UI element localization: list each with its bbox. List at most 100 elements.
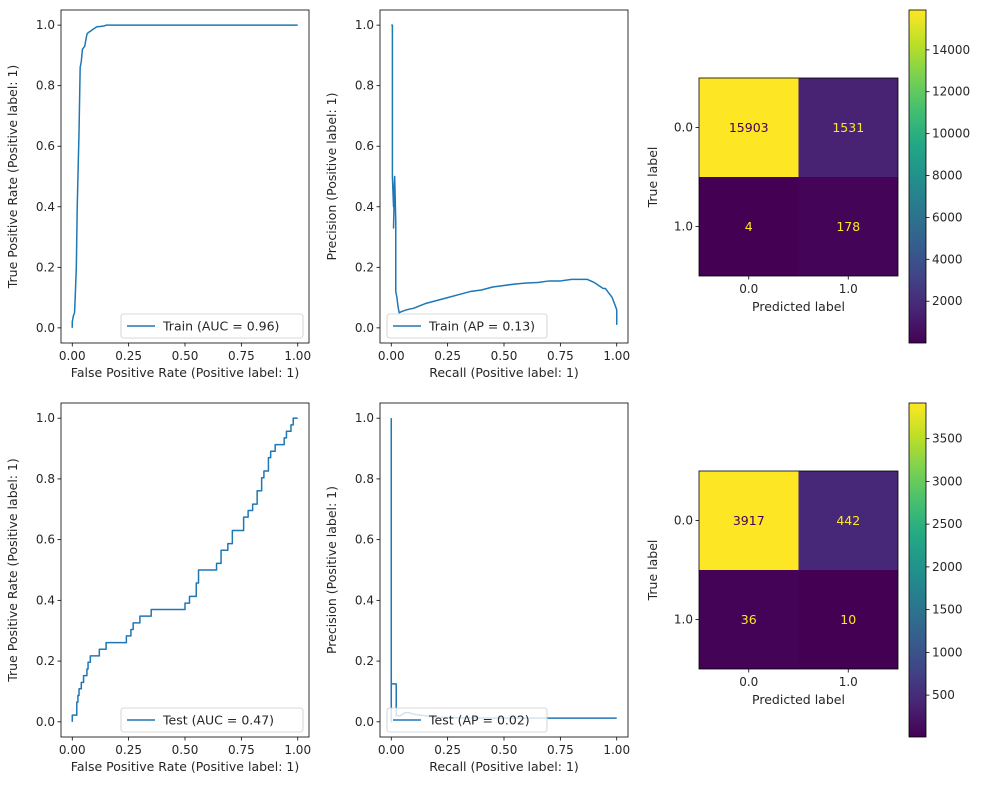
x-tick-label: 0.50 — [172, 743, 199, 757]
panel-roc-train: 0.00 0.25 0.50 0.75 1.00 0.0 0.2 0.4 0.6 0.8 1.0 Fa… — [5, 9, 311, 380]
cell-value-label: 442 — [836, 513, 860, 528]
x-tick-label: 0.00 — [59, 349, 86, 363]
cell-value-label: 10 — [840, 612, 856, 627]
y-tick-label: 0.6 — [355, 139, 374, 153]
legend: Train (AP = 0.13) — [386, 313, 548, 339]
x-tick-label: 0.25 — [434, 743, 461, 757]
x-tick-label: 0.50 — [172, 349, 199, 363]
colorbar: 500 1000 1500 2000 2500 3000 3500 — [908, 402, 963, 738]
colorbar-tick-label: 1500 — [932, 603, 963, 617]
y-tick-label: 1.0 — [355, 411, 374, 425]
x-tick-label: 0.25 — [115, 349, 142, 363]
colorbar-tick-label: 12000 — [932, 85, 970, 99]
y-axis-label: Precision (Positive label: 1) — [324, 92, 339, 260]
y-axis-label: True label — [645, 147, 660, 209]
colorbar-gradient — [908, 402, 927, 738]
y-tick-label: 0.8 — [36, 472, 55, 486]
y-tick-label: 0.4 — [36, 593, 55, 607]
y-tick-label: 1.0 — [355, 18, 374, 32]
x-tick-label: 0.50 — [491, 743, 518, 757]
colorbar-tick-label: 10000 — [932, 127, 970, 141]
colorbar-gradient — [908, 9, 927, 344]
legend-label: Train (AUC = 0.96) — [162, 319, 279, 334]
panel-pr-train: 0.00 0.25 0.50 0.75 1.00 0.0 0.2 0.4 0.6 0.8 1.0 Re… — [324, 9, 630, 380]
colorbar-tick-label: 2000 — [932, 560, 963, 574]
y-axis-label: True label — [645, 540, 660, 602]
cell-value-label: 178 — [836, 219, 860, 234]
colorbar-tick-label: 6000 — [932, 210, 963, 224]
heatmap-cell — [699, 177, 799, 276]
x-tick-label: 0.75 — [228, 349, 255, 363]
y-tick-label: 0.0 — [36, 715, 55, 729]
colorbar: 2000 4000 6000 8000 10000 12000 14000 — [908, 9, 970, 344]
x-tick-label: 0.0 — [739, 675, 758, 689]
x-axis-label: Predicted label — [752, 692, 845, 707]
x-tick-label: 0.00 — [378, 349, 405, 363]
colorbar-tick-label: 500 — [932, 688, 955, 702]
y-tick-label: 1.0 — [674, 220, 693, 234]
y-tick-label: 1.0 — [36, 411, 55, 425]
x-tick-label: 0.75 — [547, 743, 574, 757]
y-axis-label: True Positive Rate (Positive label: 1) — [5, 65, 20, 290]
series-line — [391, 24, 618, 325]
cell-value-label: 4 — [745, 219, 753, 234]
legend-label: Test (AUC = 0.47) — [162, 713, 274, 728]
panel-pr-test: 0.00 0.25 0.50 0.75 1.00 0.0 0.2 0.4 0.6 0.8 1.0 Re… — [324, 402, 630, 774]
legend-box — [120, 313, 304, 339]
heatmap-cell — [798, 177, 898, 276]
colorbar-tick-label: 3000 — [932, 474, 963, 488]
heatmap-cell — [699, 570, 799, 669]
x-tick-label: 0.75 — [228, 743, 255, 757]
axes-frame — [379, 9, 629, 344]
legend-label: Train (AP = 0.13) — [428, 319, 535, 334]
x-axis-label: False Positive Rate (Positive label: 1) — [71, 759, 299, 774]
heatmap-cell — [798, 78, 898, 177]
colorbar-tick-label: 2000 — [932, 294, 963, 308]
y-tick-label: 0.2 — [355, 654, 374, 668]
x-tick-label: 1.0 — [839, 675, 858, 689]
heatmap-cell — [798, 471, 898, 570]
x-tick-label: 1.0 — [839, 282, 858, 296]
x-axis-label: Recall (Positive label: 1) — [429, 365, 579, 380]
colorbar-tick-label: 14000 — [932, 43, 970, 57]
cell-value-label: 1531 — [832, 120, 864, 135]
y-tick-label: 0.0 — [36, 321, 55, 335]
series-line — [390, 418, 617, 723]
cell-value-label: 15903 — [729, 120, 769, 135]
panel-roc-test: 0.00 0.25 0.50 0.75 1.00 0.0 0.2 0.4 0.6 0.8 1.0 Fa… — [5, 402, 311, 774]
y-tick-label: 0.2 — [36, 260, 55, 274]
y-tick-label: 0.6 — [355, 533, 374, 547]
x-tick-label: 1.00 — [603, 743, 630, 757]
axes-frame — [379, 402, 629, 738]
panel-confusion-matrix-train: 15903 1531 4 178 0.0 1.0 0.0 1.0 Predicted label… — [645, 9, 970, 344]
y-axis-label: Precision (Positive label: 1) — [324, 486, 339, 654]
cell-value-label: 3917 — [733, 513, 765, 528]
legend-box — [386, 707, 548, 733]
y-tick-label: 0.0 — [355, 715, 374, 729]
axes-frame — [60, 402, 310, 738]
x-axis-label: Predicted label — [752, 299, 845, 314]
y-tick-label: 0.6 — [36, 533, 55, 547]
legend-box — [120, 707, 304, 733]
heatmap-cell — [699, 78, 799, 177]
x-tick-label: 0.0 — [739, 282, 758, 296]
x-tick-label: 0.25 — [434, 349, 461, 363]
axes-frame — [698, 77, 899, 277]
panel-confusion-matrix-test: 3917 442 36 10 0.0 1.0 0.0 1.0 Predicted label Tr… — [645, 402, 963, 738]
y-axis-label: True Positive Rate (Positive label: 1) — [5, 458, 20, 683]
y-tick-label: 0.8 — [355, 79, 374, 93]
x-tick-label: 0.00 — [378, 743, 405, 757]
x-tick-label: 1.00 — [284, 743, 311, 757]
x-axis-label: Recall (Positive label: 1) — [429, 759, 579, 774]
colorbar-tick-label: 1000 — [932, 645, 963, 659]
legend: Test (AP = 0.02) — [386, 707, 548, 733]
legend: Test (AUC = 0.47) — [120, 707, 304, 733]
y-tick-label: 0.0 — [674, 121, 693, 135]
x-axis-label: False Positive Rate (Positive label: 1) — [71, 365, 299, 380]
cell-value-label: 36 — [741, 612, 757, 627]
y-tick-label: 0.4 — [355, 593, 374, 607]
colorbar-tick-label: 3500 — [932, 432, 963, 446]
colorbar-tick-label: 2500 — [932, 517, 963, 531]
y-tick-label: 0.0 — [674, 514, 693, 528]
